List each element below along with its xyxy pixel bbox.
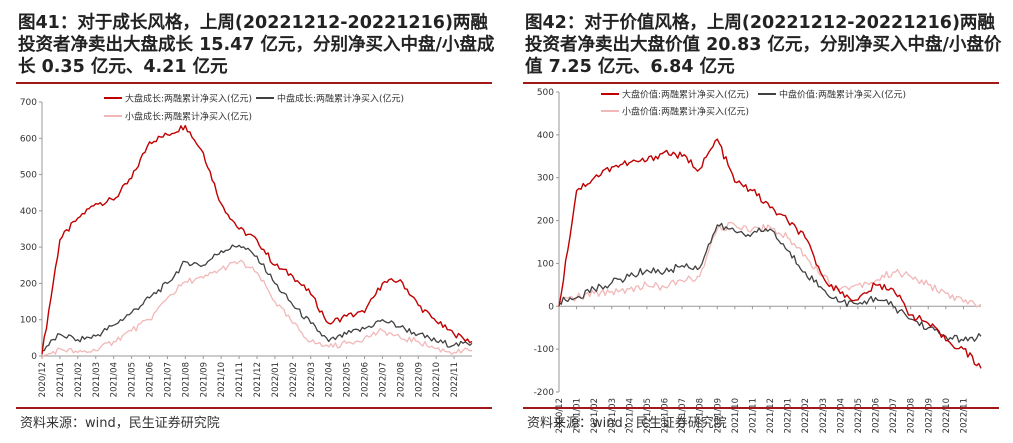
x-tick-label: 2021/08: [181, 362, 191, 397]
x-tick-label: 2022/03: [307, 362, 317, 397]
y-tick-label: 0: [31, 352, 37, 362]
x-tick-label: 2022/07: [378, 362, 388, 397]
legend-label: 小盘成长:两融累计净买入(亿元): [125, 111, 252, 123]
y-tick-label: 500: [537, 88, 554, 98]
x-tick-label: 2022/01: [271, 362, 281, 397]
x-tick-label: 2022/04: [325, 362, 335, 397]
x-tick-label: 2022/06: [361, 362, 371, 397]
x-tick-label: 2021/08: [696, 398, 706, 433]
x-tick-label: 2021/06: [661, 398, 671, 433]
y-tick-label: 0: [548, 302, 554, 312]
x-tick-label: 2021/07: [163, 362, 173, 397]
chart-panel-growth: 图41：对于成长风格，上周(20221212-20221216)两融投资者净卖出…: [4, 0, 504, 443]
x-tick-label: 2022/06: [872, 398, 882, 433]
x-tick-label: 2021/10: [731, 398, 741, 433]
x-tick-label: 2022/05: [343, 362, 353, 397]
x-tick-label: 2022/11: [450, 362, 460, 397]
x-tick-label: 2021/03: [92, 362, 102, 397]
x-tick-label: 2022/09: [924, 398, 934, 433]
title-rule: [16, 82, 492, 84]
y-tick-label: 200: [20, 279, 37, 289]
x-tick-label: 2021/05: [128, 362, 138, 397]
y-tick-label: 300: [20, 243, 37, 253]
x-tick-label: 2021/01: [573, 398, 583, 433]
y-tick-label: 100: [20, 316, 37, 326]
x-tick-label: 2021/12: [253, 362, 263, 397]
y-tick-label: 400: [537, 131, 554, 141]
y-tick-label: 500: [20, 171, 37, 181]
chart-growth: 0 100 200 300 400 500 600 700 2020/12 2021/01 2021…: [20, 93, 473, 397]
legend-label: 大盘价值:两融累计净买入(亿元): [622, 89, 749, 101]
x-tick-label: 2021/07: [678, 398, 688, 433]
x-tick-label: 2020/12: [555, 398, 565, 433]
x-tick-label: 2021/05: [643, 398, 653, 433]
x-tick-label: 2021/11: [748, 398, 758, 433]
chart-title: 图41：对于成长风格，上周(20221212-20221216)两融投资者净卖出…: [18, 13, 495, 77]
x-tick-label: 2022/03: [819, 398, 829, 433]
x-tick-label: 2021/06: [146, 362, 156, 397]
source-rule: [523, 407, 999, 409]
x-tick-label: 2021/11: [235, 362, 245, 397]
source-note: 资料来源：wind，民生证券研究院: [527, 416, 727, 431]
x-tick-label: 2021/03: [608, 398, 618, 433]
x-tick-label: 2022/08: [907, 398, 917, 433]
x-tick-label: 2022/05: [854, 398, 864, 433]
y-tick-label: -200: [534, 388, 555, 398]
y-tick-label: 300: [537, 174, 554, 184]
series-line-2: [41, 259, 473, 359]
x-tick-label: 2020/12: [38, 362, 48, 397]
y-tick-label: -100: [534, 345, 555, 355]
x-tick-label: 2021/10: [217, 362, 227, 397]
x-tick-label: 2021/04: [110, 362, 120, 397]
y-tick-label: 100: [537, 259, 554, 269]
x-tick-label: 2022/02: [801, 398, 811, 433]
source-rule: [16, 407, 492, 409]
legend-label: 中盘价值:两融累计净买入(亿元): [779, 89, 906, 101]
series-line-0: [558, 138, 982, 369]
x-tick-label: 2022/02: [289, 362, 299, 397]
x-tick-label: 2022/01: [784, 398, 794, 433]
y-tick-label: 400: [20, 207, 37, 217]
x-tick-label: 2022/09: [414, 362, 424, 397]
chart-panel-value: 图42：对于价值风格，上周(20221212-20221216)两融投资者净卖出…: [511, 0, 1011, 443]
x-tick-label: 2021/02: [74, 362, 84, 397]
title-rule: [523, 82, 999, 84]
x-tick-label: 2022/04: [836, 398, 846, 433]
x-tick-label: 2021/09: [199, 362, 209, 397]
x-tick-label: 2022/08: [396, 362, 406, 397]
x-tick-label: 2021/01: [56, 362, 66, 397]
series-line-1: [42, 244, 473, 352]
x-tick-label: 2022/10: [942, 398, 952, 433]
x-tick-label: 2021/09: [713, 398, 723, 433]
source-note: 资料来源：wind，民生证券研究院: [20, 416, 220, 431]
x-tick-label: 2021/02: [590, 398, 600, 433]
series-line-1: [558, 222, 982, 343]
x-tick-label: 2022/10: [432, 362, 442, 397]
legend-label: 小盘价值:两融累计净买入(亿元): [622, 106, 749, 118]
x-tick-label: 2022/07: [889, 398, 899, 433]
legend-label: 大盘成长:两融累计净买入(亿元): [125, 93, 252, 105]
y-tick-label: 700: [20, 98, 37, 108]
x-tick-label: 2021/04: [625, 398, 635, 433]
series-line-0: [41, 124, 473, 355]
y-tick-label: 600: [20, 134, 37, 144]
chart-value: -200 -100 0 100 200 300 400 500 2020/12 2021/01 20…: [534, 88, 982, 433]
x-tick-label: 2022/11: [959, 398, 969, 433]
y-tick-label: 200: [537, 217, 554, 227]
legend-label: 中盘成长:两融累计净买入(亿元): [277, 93, 404, 105]
chart-title: 图42：对于价值风格，上周(20221212-20221216)两融投资者净卖出…: [525, 13, 1002, 77]
series-line-2: [558, 221, 982, 308]
x-tick-label: 2021/12: [766, 398, 776, 433]
